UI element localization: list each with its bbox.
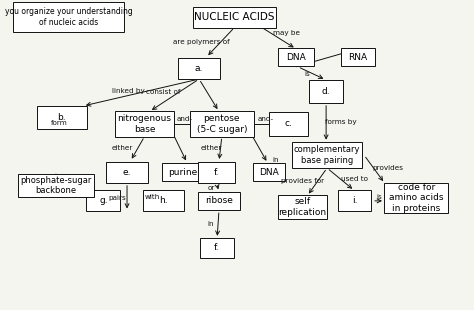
Text: you organize your understanding
of nucleic acids: you organize your understanding of nucle… bbox=[5, 7, 133, 27]
FancyBboxPatch shape bbox=[190, 111, 254, 137]
FancyBboxPatch shape bbox=[200, 238, 234, 258]
Text: provides: provides bbox=[372, 165, 403, 171]
FancyBboxPatch shape bbox=[198, 162, 235, 183]
FancyBboxPatch shape bbox=[18, 174, 94, 197]
Text: ribose: ribose bbox=[205, 196, 233, 206]
FancyBboxPatch shape bbox=[106, 162, 148, 183]
Text: b.: b. bbox=[57, 113, 66, 122]
Text: g.: g. bbox=[99, 196, 108, 206]
FancyBboxPatch shape bbox=[278, 196, 327, 219]
Text: DNA: DNA bbox=[259, 167, 279, 177]
FancyBboxPatch shape bbox=[338, 190, 371, 211]
Text: either: either bbox=[111, 145, 133, 151]
FancyBboxPatch shape bbox=[341, 48, 375, 66]
FancyBboxPatch shape bbox=[115, 111, 174, 137]
Text: forms by: forms by bbox=[325, 119, 356, 126]
Text: code for
amino acids
in proteins: code for amino acids in proteins bbox=[389, 183, 443, 213]
FancyBboxPatch shape bbox=[193, 7, 276, 28]
Text: either: either bbox=[200, 145, 222, 151]
FancyBboxPatch shape bbox=[198, 192, 240, 210]
FancyBboxPatch shape bbox=[269, 113, 308, 136]
FancyBboxPatch shape bbox=[384, 183, 448, 213]
Text: form: form bbox=[51, 120, 68, 126]
Text: with: with bbox=[145, 194, 160, 200]
Text: may be: may be bbox=[273, 30, 300, 37]
Text: f.: f. bbox=[214, 243, 219, 253]
Text: a.: a. bbox=[195, 64, 203, 73]
Text: DNA: DNA bbox=[286, 53, 306, 62]
Text: in: in bbox=[208, 221, 214, 227]
Text: and-: and- bbox=[257, 116, 273, 122]
Text: self
replication: self replication bbox=[278, 197, 327, 217]
Text: provides for: provides for bbox=[281, 178, 324, 184]
Text: nitrogenous
base: nitrogenous base bbox=[118, 114, 172, 134]
Text: f.: f. bbox=[214, 167, 219, 177]
Text: NUCLEIC ACIDS: NUCLEIC ACIDS bbox=[194, 12, 275, 22]
FancyBboxPatch shape bbox=[37, 106, 86, 130]
Text: or: or bbox=[207, 185, 215, 192]
FancyBboxPatch shape bbox=[253, 163, 285, 181]
Text: consist of: consist of bbox=[146, 89, 181, 95]
FancyBboxPatch shape bbox=[309, 80, 343, 103]
Text: i.: i. bbox=[352, 196, 357, 206]
FancyBboxPatch shape bbox=[279, 48, 314, 66]
Text: purine: purine bbox=[168, 167, 197, 177]
Text: are polymers of: are polymers of bbox=[173, 39, 230, 45]
Text: in: in bbox=[273, 157, 279, 163]
FancyBboxPatch shape bbox=[178, 58, 220, 79]
Text: is: is bbox=[376, 194, 382, 200]
Text: used to: used to bbox=[341, 176, 368, 182]
Text: linked by: linked by bbox=[111, 87, 145, 94]
Text: complementary
base pairing: complementary base pairing bbox=[294, 145, 360, 165]
Text: pentose
(5-C sugar): pentose (5-C sugar) bbox=[197, 114, 247, 134]
Text: and-: and- bbox=[177, 116, 193, 122]
Text: c.: c. bbox=[284, 119, 292, 129]
FancyBboxPatch shape bbox=[86, 190, 120, 211]
Text: RNA: RNA bbox=[348, 53, 367, 62]
Text: phosphate-sugar
backbone: phosphate-sugar backbone bbox=[20, 176, 91, 195]
Text: e.: e. bbox=[123, 167, 131, 177]
FancyBboxPatch shape bbox=[143, 190, 184, 211]
Text: pairs: pairs bbox=[109, 195, 127, 201]
FancyBboxPatch shape bbox=[292, 142, 362, 168]
FancyBboxPatch shape bbox=[162, 163, 203, 181]
Text: d.: d. bbox=[322, 87, 330, 96]
Text: is: is bbox=[304, 71, 310, 77]
FancyBboxPatch shape bbox=[13, 2, 124, 32]
Text: h.: h. bbox=[159, 196, 168, 206]
